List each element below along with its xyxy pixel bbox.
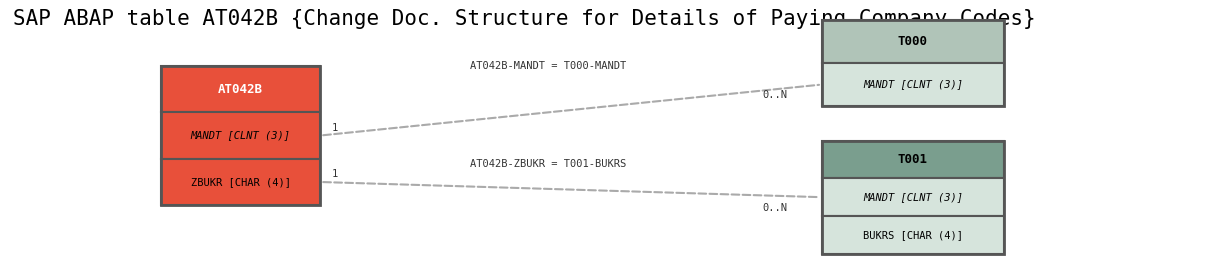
Text: 0..N: 0..N <box>763 203 788 213</box>
FancyBboxPatch shape <box>822 216 1004 253</box>
FancyBboxPatch shape <box>822 63 1004 106</box>
FancyBboxPatch shape <box>822 20 1004 63</box>
Text: T001: T001 <box>898 153 929 166</box>
Text: T000: T000 <box>898 35 929 48</box>
Text: AT042B-MANDT = T000-MANDT: AT042B-MANDT = T000-MANDT <box>470 61 626 71</box>
FancyBboxPatch shape <box>160 159 321 205</box>
Text: 1: 1 <box>332 123 338 133</box>
FancyBboxPatch shape <box>822 141 1004 178</box>
Text: 0..N: 0..N <box>763 90 788 100</box>
FancyBboxPatch shape <box>822 178 1004 216</box>
Text: ZBUKR [CHAR (4)]: ZBUKR [CHAR (4)] <box>191 177 290 187</box>
Text: 1: 1 <box>332 169 338 179</box>
Text: SAP ABAP table AT042B {Change Doc. Structure for Details of Paying Company Codes: SAP ABAP table AT042B {Change Doc. Struc… <box>12 9 1035 30</box>
Text: MANDT [CLNT (3)]: MANDT [CLNT (3)] <box>862 79 963 89</box>
Text: AT042B-ZBUKR = T001-BUKRS: AT042B-ZBUKR = T001-BUKRS <box>470 159 626 169</box>
Text: MANDT [CLNT (3)]: MANDT [CLNT (3)] <box>191 131 290 140</box>
Text: MANDT [CLNT (3)]: MANDT [CLNT (3)] <box>862 192 963 202</box>
FancyBboxPatch shape <box>160 112 321 159</box>
Text: BUKRS [CHAR (4)]: BUKRS [CHAR (4)] <box>862 230 963 240</box>
FancyBboxPatch shape <box>160 66 321 112</box>
Text: AT042B: AT042B <box>218 82 263 95</box>
